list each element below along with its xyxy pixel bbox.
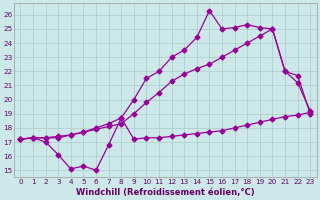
X-axis label: Windchill (Refroidissement éolien,°C): Windchill (Refroidissement éolien,°C) — [76, 188, 255, 197]
